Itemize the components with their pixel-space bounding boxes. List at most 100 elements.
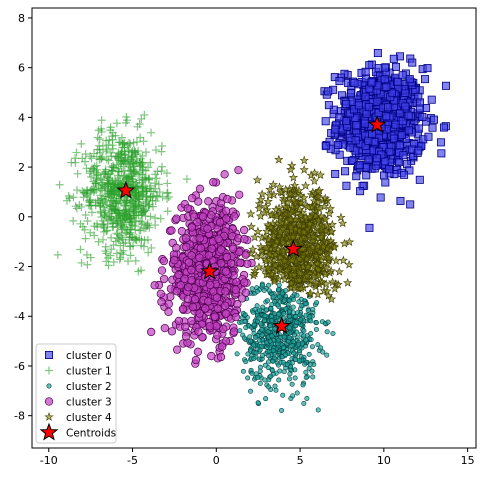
data-point <box>69 193 78 202</box>
legend-label: cluster 2 <box>66 381 112 393</box>
data-point <box>302 202 313 212</box>
data-point <box>260 353 266 359</box>
data-point <box>213 331 222 340</box>
data-point <box>233 300 242 309</box>
data-point <box>250 268 260 278</box>
data-point <box>188 194 197 203</box>
data-point <box>303 369 309 375</box>
data-point <box>159 274 169 284</box>
data-point <box>243 359 249 365</box>
data-point <box>313 186 323 196</box>
data-point <box>299 164 309 174</box>
data-point <box>249 370 255 376</box>
centroid-marker <box>283 239 303 258</box>
data-point <box>324 329 330 335</box>
data-point <box>290 180 300 190</box>
data-point <box>281 334 287 340</box>
data-point <box>131 256 140 265</box>
data-point <box>331 169 340 178</box>
data-point <box>441 81 450 90</box>
data-point <box>256 315 262 321</box>
data-point <box>286 376 292 382</box>
data-point <box>106 202 115 211</box>
data-point <box>125 242 134 251</box>
data-point <box>315 247 325 257</box>
data-point <box>348 156 357 165</box>
data-point <box>132 211 141 220</box>
data-point <box>101 242 110 251</box>
data-point <box>120 166 129 175</box>
data-point <box>352 172 361 181</box>
data-point <box>423 64 432 73</box>
data-point <box>150 281 159 290</box>
data-point <box>322 286 332 296</box>
data-point <box>102 136 111 145</box>
data-point <box>151 213 160 222</box>
data-point <box>289 270 299 279</box>
data-point <box>286 298 292 304</box>
data-point <box>281 184 291 194</box>
data-point <box>364 103 373 112</box>
data-point <box>248 244 258 254</box>
data-point <box>330 283 340 293</box>
data-point <box>335 77 344 86</box>
data-point <box>356 187 365 196</box>
data-point <box>381 178 390 187</box>
data-point <box>149 187 158 196</box>
data-point <box>182 242 191 252</box>
legend-box <box>35 343 117 444</box>
data-point <box>237 328 243 334</box>
data-point <box>346 143 355 152</box>
data-point <box>275 287 281 293</box>
data-point <box>53 250 62 259</box>
data-point <box>301 401 307 407</box>
data-point <box>294 292 300 298</box>
legend-item: cluster 0 <box>45 350 112 362</box>
data-point <box>241 335 247 341</box>
data-point <box>125 233 134 242</box>
data-point <box>221 206 231 216</box>
data-point <box>90 231 99 240</box>
data-point <box>266 288 272 294</box>
data-point <box>266 222 276 232</box>
data-point <box>106 179 115 188</box>
data-point <box>294 390 300 396</box>
data-point <box>267 269 277 279</box>
data-point <box>241 288 251 297</box>
data-point <box>126 251 135 260</box>
data-point <box>147 128 156 137</box>
data-point <box>361 67 370 76</box>
data-point <box>285 189 295 198</box>
data-point <box>83 216 92 225</box>
legend-marker <box>45 350 54 359</box>
data-point <box>156 289 165 298</box>
data-point <box>344 259 354 269</box>
data-point <box>146 193 155 202</box>
data-point <box>160 323 169 333</box>
data-point <box>195 253 204 262</box>
data-point <box>376 193 385 202</box>
data-point <box>259 282 265 288</box>
data-point <box>163 194 172 203</box>
data-point <box>439 123 448 132</box>
data-point <box>255 374 261 380</box>
data-point <box>109 241 118 250</box>
data-point <box>81 149 90 158</box>
data-point <box>286 278 297 288</box>
data-point <box>268 306 274 312</box>
data-point <box>110 206 119 215</box>
data-point <box>408 58 417 67</box>
data-point <box>269 231 279 240</box>
data-point <box>300 181 311 190</box>
data-point <box>77 258 86 267</box>
data-point <box>219 324 228 334</box>
data-point <box>135 120 144 129</box>
data-point <box>246 248 256 258</box>
data-point <box>251 355 257 361</box>
data-point <box>72 186 81 195</box>
y-tick-label: 8 <box>18 12 25 25</box>
data-point <box>127 152 136 161</box>
data-point <box>324 253 334 263</box>
data-point <box>365 61 374 70</box>
data-point <box>156 214 165 223</box>
